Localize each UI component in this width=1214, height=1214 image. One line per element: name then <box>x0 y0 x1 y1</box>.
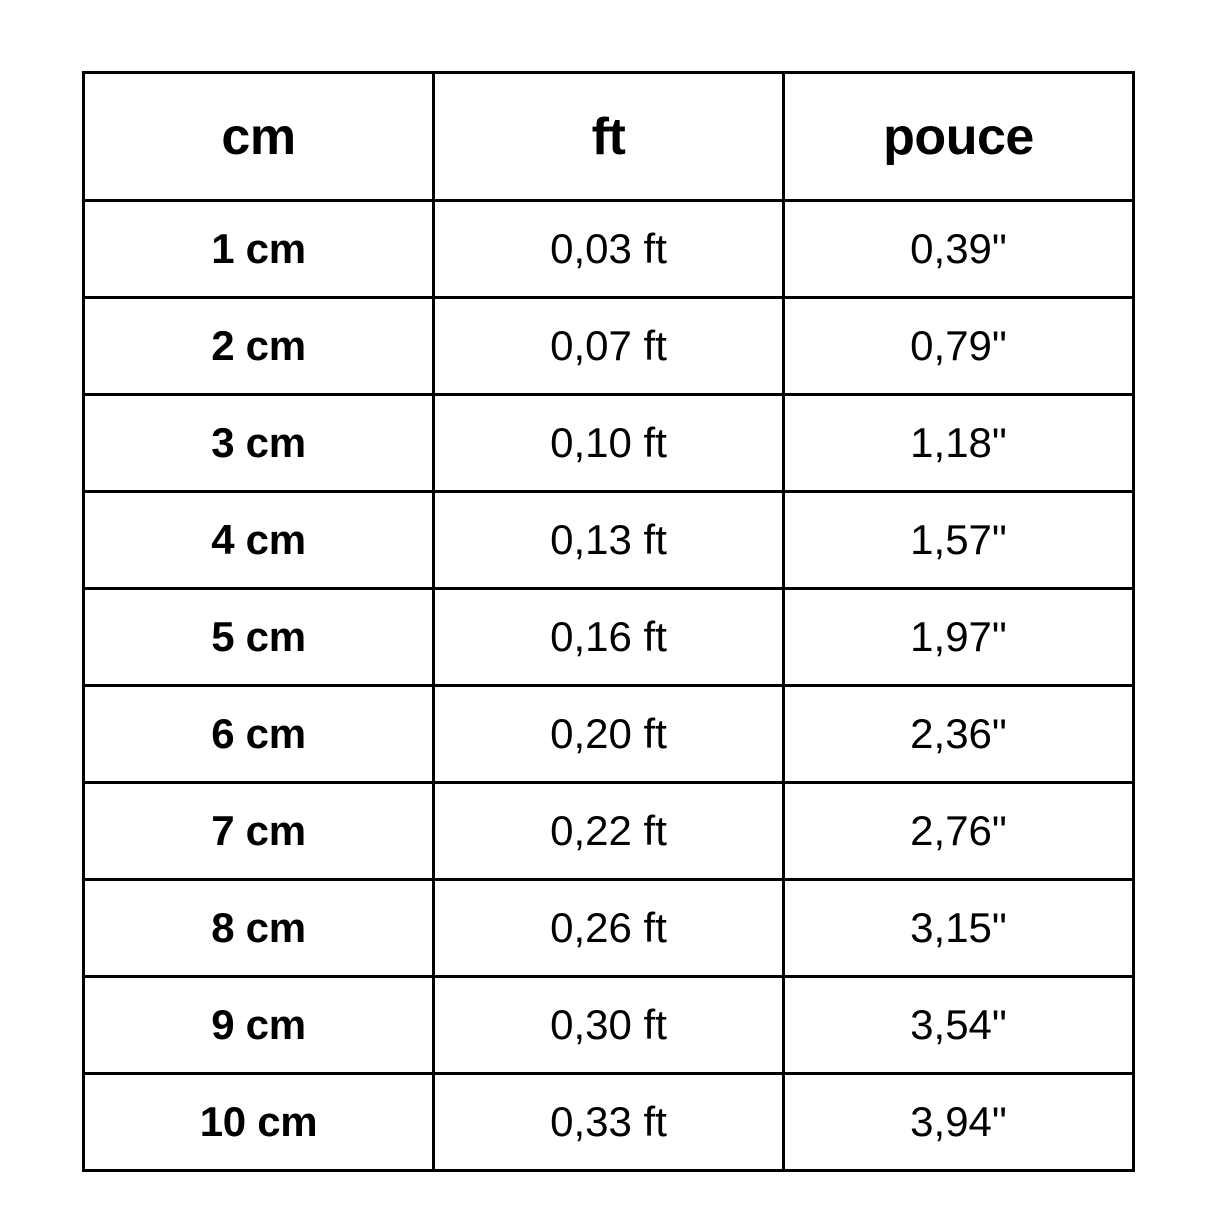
cell-ft: 0,10 ft <box>432 393 785 493</box>
cell-pouce: 3,94" <box>782 1072 1135 1172</box>
cell-ft: 0,13 ft <box>432 490 785 590</box>
cell-cm: 1 cm <box>82 199 435 299</box>
cell-pouce: 3,54" <box>782 975 1135 1075</box>
cell-ft: 0,33 ft <box>432 1072 785 1172</box>
cell-cm: 7 cm <box>82 781 435 881</box>
cell-cm: 10 cm <box>82 1072 435 1172</box>
table-row: 8 cm 0,26 ft 3,15" <box>82 878 1135 978</box>
cell-pouce: 1,18" <box>782 393 1135 493</box>
cell-pouce: 2,36" <box>782 684 1135 784</box>
table-row: 5 cm 0,16 ft 1,97" <box>82 587 1135 687</box>
conversion-table: cm ft pouce 1 cm 0,03 ft 0,39" 2 cm 0,07… <box>82 71 1135 1172</box>
cell-ft: 0,07 ft <box>432 296 785 396</box>
table-row: 4 cm 0,13 ft 1,57" <box>82 490 1135 590</box>
table-header-row: cm ft pouce <box>82 71 1135 202</box>
cell-pouce: 1,97" <box>782 587 1135 687</box>
column-header-pouce: pouce <box>782 71 1135 202</box>
cell-cm: 6 cm <box>82 684 435 784</box>
table-row: 3 cm 0,10 ft 1,18" <box>82 393 1135 493</box>
cell-ft: 0,30 ft <box>432 975 785 1075</box>
table-row: 7 cm 0,22 ft 2,76" <box>82 781 1135 881</box>
cell-cm: 9 cm <box>82 975 435 1075</box>
cell-pouce: 1,57" <box>782 490 1135 590</box>
table-row: 10 cm 0,33 ft 3,94" <box>82 1072 1135 1172</box>
cell-pouce: 0,79" <box>782 296 1135 396</box>
cell-cm: 4 cm <box>82 490 435 590</box>
cell-cm: 3 cm <box>82 393 435 493</box>
table-row: 1 cm 0,03 ft 0,39" <box>82 199 1135 299</box>
column-header-cm: cm <box>82 71 435 202</box>
table-body: 1 cm 0,03 ft 0,39" 2 cm 0,07 ft 0,79" 3 … <box>82 199 1135 1172</box>
table-row: 6 cm 0,20 ft 2,36" <box>82 684 1135 784</box>
cell-cm: 5 cm <box>82 587 435 687</box>
cell-ft: 0,03 ft <box>432 199 785 299</box>
cell-cm: 8 cm <box>82 878 435 978</box>
cell-ft: 0,26 ft <box>432 878 785 978</box>
cell-pouce: 3,15" <box>782 878 1135 978</box>
cell-pouce: 2,76" <box>782 781 1135 881</box>
cell-pouce: 0,39" <box>782 199 1135 299</box>
cell-ft: 0,20 ft <box>432 684 785 784</box>
column-header-ft: ft <box>432 71 785 202</box>
cell-ft: 0,16 ft <box>432 587 785 687</box>
cell-ft: 0,22 ft <box>432 781 785 881</box>
table-row: 2 cm 0,07 ft 0,79" <box>82 296 1135 396</box>
table-header: cm ft pouce <box>82 71 1135 202</box>
cell-cm: 2 cm <box>82 296 435 396</box>
table-row: 9 cm 0,30 ft 3,54" <box>82 975 1135 1075</box>
